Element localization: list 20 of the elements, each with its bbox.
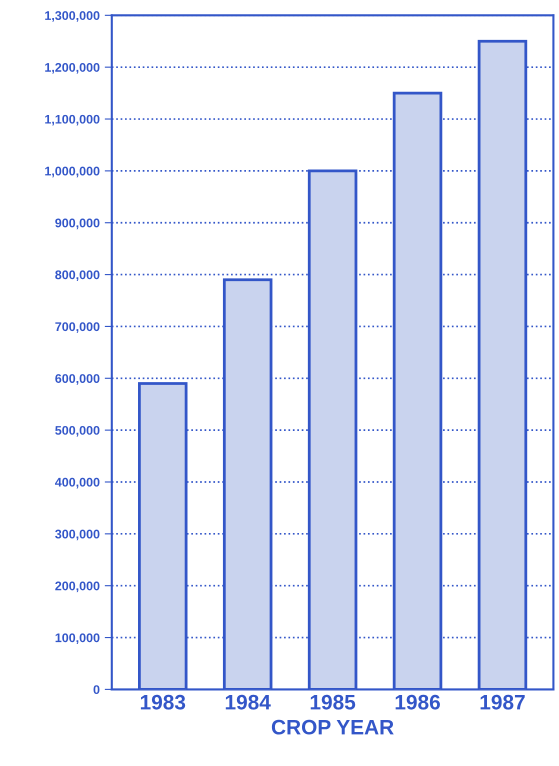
x-tick-label: 1985 [310,694,356,710]
x-axis-title: CROP YEAR [272,720,394,735]
y-tick-label: 500,000 [55,426,100,437]
y-tick-label: 1,200,000 [45,62,100,74]
y-tick-label: 300,000 [55,530,100,540]
y-tick-label: 900,000 [55,218,100,230]
x-tick-label: 1986 [396,694,440,710]
y-tick-label: 100,000 [56,633,100,644]
y-tick-label: 400,000 [55,478,100,488]
x-tick-label: 1984 [226,694,271,710]
y-tick-label: 1,100,000 [45,114,100,126]
y-tick-label: 0 [94,685,100,694]
x-tick-label: 1983 [140,694,186,710]
y-tick-label: 800,000 [55,270,100,282]
y-tick-label: 600,000 [55,374,100,385]
y-tick-label: 700,000 [55,322,100,333]
y-tick-label: 1,300,000 [45,11,100,22]
y-tick-label: 200,000 [55,581,100,592]
x-tick-label: 1987 [480,694,525,710]
y-tick-label: 1,000,000 [45,166,100,178]
